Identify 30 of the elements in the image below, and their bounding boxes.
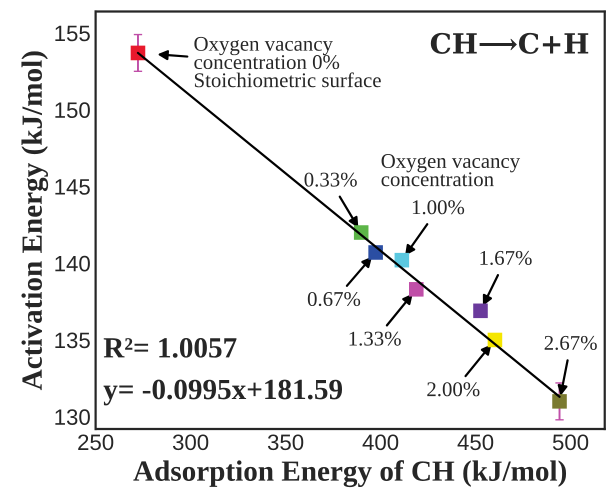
y-tick-label: 140 — [55, 256, 90, 272]
x-tick-label: 350 — [268, 434, 304, 450]
annotation: 2.00% — [427, 382, 480, 396]
point — [409, 282, 424, 297]
annotation: y= -0.0995x+181.59 — [104, 380, 342, 406]
point — [473, 304, 488, 318]
annotation: 1.67% — [480, 250, 532, 266]
annotation: R²= 1.0057 — [104, 338, 236, 358]
y-tick-label: 155 — [55, 26, 90, 42]
x-tick-label: 500 — [552, 434, 588, 450]
annotation: 0.33% — [304, 172, 357, 187]
x-tick-label: 400 — [362, 434, 398, 450]
annotation: 2.67% — [544, 336, 597, 350]
y-tick-label: 130 — [55, 409, 90, 425]
x-tick-label: 450 — [458, 434, 494, 450]
y-tick-label: 150 — [55, 102, 90, 118]
y-tick-label: 145 — [55, 179, 90, 195]
annotation: CH⟶C+H — [430, 32, 588, 54]
annotation: 0.67% — [308, 292, 360, 306]
x-tick-label: 250 — [78, 434, 114, 450]
annotation: Oxygen vacancy concentration — [382, 154, 520, 186]
annotation: 1.33% — [350, 332, 401, 346]
annotation: 1.00% — [412, 200, 464, 214]
x-axis-title: Adsorption Energy of CH (kJ/mol) — [133, 460, 566, 488]
x-tick-label: 300 — [172, 434, 208, 450]
point — [394, 252, 410, 268]
annotation: Oxygen vacancy concentration 0% Stoichiometric surface — [194, 36, 381, 88]
y-axis-title: Activation Energy (kJ/mol) — [21, 51, 48, 390]
point — [552, 394, 567, 409]
y-tick-label: 135 — [55, 332, 90, 348]
